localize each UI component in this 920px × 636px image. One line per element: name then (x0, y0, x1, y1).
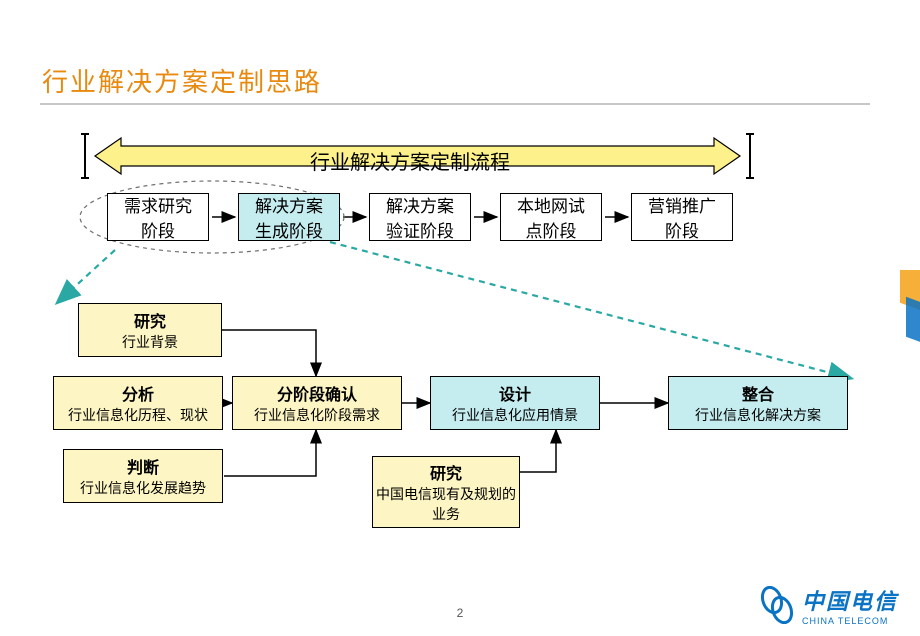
box-confirm: 分阶段确认行业信息化阶段需求 (232, 376, 402, 430)
box-subtitle: 行业信息化阶段需求 (254, 405, 380, 425)
box-judge: 判断行业信息化发展趋势 (63, 449, 223, 503)
box-design: 设计行业信息化应用情景 (430, 376, 600, 430)
stage-pilot: 本地网试点阶段 (500, 193, 602, 241)
stage-line1: 本地网试 (517, 192, 585, 217)
box-research-bg: 研究行业背景 (78, 303, 222, 357)
stage-need: 需求研究阶段 (107, 193, 209, 241)
box-subtitle: 行业信息化应用情景 (452, 405, 578, 425)
stage-gen: 解决方案生成阶段 (238, 193, 340, 241)
stage-line2: 阶段 (665, 217, 699, 242)
box-integrate: 整合行业信息化解决方案 (668, 376, 848, 430)
logo: 中国电信 CHINA TELECOM (758, 584, 898, 626)
stage-line2: 阶段 (141, 217, 175, 242)
box-title: 设计 (499, 381, 531, 405)
box-title: 整合 (742, 381, 774, 405)
stage-line2: 验证阶段 (386, 217, 454, 242)
box-title: 分析 (122, 381, 154, 405)
logo-icon (758, 586, 796, 624)
stage-line1: 解决方案 (255, 192, 323, 217)
box-title: 分阶段确认 (277, 381, 357, 405)
box-research-biz: 研究中国电信现有及规划的业务 (372, 456, 520, 528)
stage-line1: 营销推广 (648, 192, 716, 217)
stage-line2: 点阶段 (526, 217, 577, 242)
box-title: 研究 (430, 460, 462, 484)
box-title: 判断 (127, 454, 159, 478)
box-subtitle: 行业信息化发展趋势 (80, 478, 206, 498)
box-subtitle: 行业信息化解决方案 (695, 405, 821, 425)
stage-line1: 需求研究 (124, 192, 192, 217)
box-title: 研究 (134, 308, 166, 332)
stage-line1: 解决方案 (386, 192, 454, 217)
stage-verify: 解决方案验证阶段 (369, 193, 471, 241)
box-subtitle: 行业信息化历程、现状 (68, 405, 208, 425)
box-subtitle: 行业背景 (122, 332, 178, 352)
stage-line2: 生成阶段 (255, 217, 323, 242)
stage-market: 营销推广阶段 (631, 193, 733, 241)
box-subtitle: 中国电信现有及规划的业务 (373, 484, 519, 524)
box-analyze: 分析行业信息化历程、现状 (53, 376, 223, 430)
logo-text-cn: 中国电信 (802, 584, 898, 616)
banner-label: 行业解决方案定制流程 (310, 146, 510, 175)
logo-text-en: CHINA TELECOM (802, 616, 898, 626)
page-number: 2 (457, 606, 464, 620)
